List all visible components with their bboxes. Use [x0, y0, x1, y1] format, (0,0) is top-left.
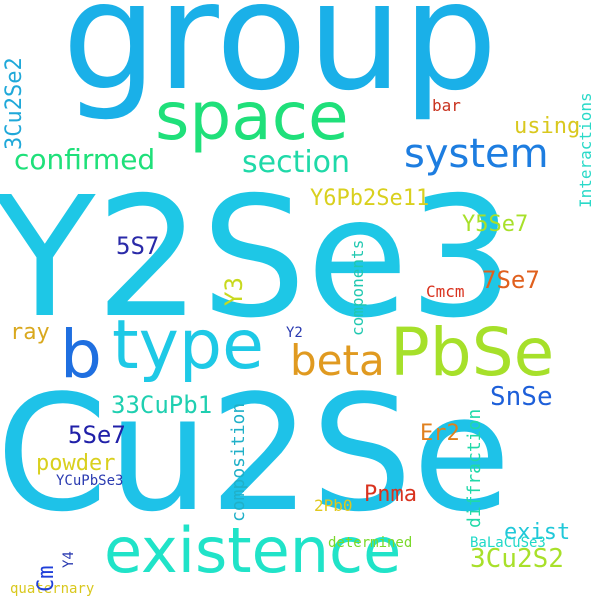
word-using: using [514, 114, 581, 139]
word-quaternary: quaternary [10, 581, 95, 597]
word-powder: powder [36, 451, 116, 476]
word-5s7: 5S7 [116, 232, 160, 260]
word-balacuse3: BaLaCuSe3 [470, 535, 546, 551]
word-section: section [242, 145, 351, 180]
word-y2se3: Y2Se3 [0, 162, 515, 355]
word-pnma: Pnma [364, 482, 417, 507]
word-group: group [62, 0, 498, 124]
word-b: b [60, 316, 102, 393]
word-pbse: PbSe [390, 314, 555, 391]
word-y4: Y4 [61, 551, 77, 568]
word-determined: determined [328, 535, 413, 551]
word-bar: bar [432, 96, 461, 115]
word-snse: SnSe [490, 382, 553, 412]
word-system: system [404, 131, 549, 177]
word-y6pb2se11: Y6Pb2Se11 [310, 186, 430, 211]
word-5se7: 5Se7 [68, 421, 126, 449]
word-er2: Er2 [420, 421, 460, 446]
word-2pb0: 2Pb0 [314, 496, 353, 515]
word-diffraction: diffraction [464, 408, 485, 528]
word-interactions: Interactions [576, 92, 595, 208]
word-y3: Y3 [220, 277, 248, 306]
word-exist: exist [504, 520, 571, 545]
word-cmcm: Cmcm [426, 282, 465, 301]
word-33cupb1: 33CuPb1 [111, 391, 213, 419]
word-existence: existence [104, 514, 402, 587]
word-7se7: 7Se7 [482, 266, 540, 294]
word-type: type [112, 306, 264, 385]
word-y5se7: Y5Se7 [462, 212, 529, 237]
word-confirmed: confirmed [14, 143, 156, 176]
word-beta: beta [290, 336, 385, 385]
word-space: space [155, 78, 349, 155]
word-ray: ray [10, 320, 50, 345]
word-ycupbse3: YCuPbSe3 [56, 473, 124, 489]
word-cu2se: Cu2Se [0, 360, 511, 547]
word-3cu2se2: 3Cu2Se2 [2, 57, 27, 150]
word-composition: composition [228, 402, 249, 522]
word-components: components [348, 239, 367, 336]
word-y2: Y2 [286, 325, 303, 341]
word-3cu2s2: 3Cu2S2 [470, 544, 564, 574]
word-cm: Cm [34, 565, 59, 593]
